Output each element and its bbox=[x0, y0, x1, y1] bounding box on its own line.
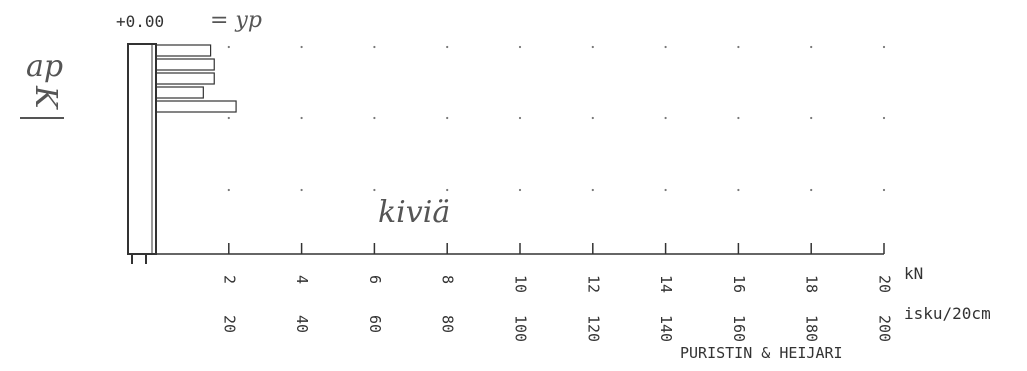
bar-2 bbox=[155, 72, 215, 85]
grid-dot-r0-1 bbox=[300, 45, 303, 49]
grid-dot-r2-5 bbox=[591, 188, 594, 192]
tick-label-kn-8: 18 bbox=[803, 275, 821, 293]
grid-dot-r2-9 bbox=[882, 188, 886, 192]
handwritten-note: kiviä bbox=[378, 195, 450, 230]
tick-label-kn-9: 20 bbox=[876, 275, 894, 293]
grid-dot-r2-8 bbox=[810, 188, 813, 192]
grid-dot-r1-2 bbox=[373, 116, 376, 120]
grid-dot-r2-6 bbox=[664, 188, 667, 192]
tick-label-kn-7: 16 bbox=[730, 275, 748, 293]
grid-dot-r2-3 bbox=[446, 188, 449, 192]
tick-label-isku-2: 60 bbox=[366, 315, 384, 333]
grid-dot-r1-5 bbox=[591, 116, 594, 120]
tick-label-isku-8: 180 bbox=[803, 315, 821, 342]
grid-dot-r0-4 bbox=[518, 45, 522, 49]
tick-label-isku-9: 200 bbox=[876, 315, 894, 342]
tick-label-isku-7: 160 bbox=[730, 315, 748, 342]
grid-dot-r2-4 bbox=[518, 188, 522, 192]
grid-dots bbox=[227, 45, 886, 192]
tick-label-isku-0: 20 bbox=[220, 315, 238, 333]
bar-4 bbox=[155, 100, 237, 113]
tick-label-isku-3: 80 bbox=[439, 315, 457, 333]
tick-label-isku-4: 100 bbox=[512, 315, 530, 342]
tick-label-kn-2: 6 bbox=[366, 275, 384, 284]
tick-label-isku-1: 40 bbox=[293, 315, 311, 333]
tick-labels-kn: 2 4 6 8 10 12 14 16 18 20 bbox=[220, 275, 893, 293]
grid-dot-r2-1 bbox=[300, 188, 303, 192]
grid-dot-r2-7 bbox=[737, 188, 740, 192]
tick-label-kn-4: 10 bbox=[512, 275, 530, 293]
grid-dot-r1-4 bbox=[518, 116, 522, 120]
sounding-column bbox=[127, 43, 157, 255]
grid-dot-r0-6 bbox=[664, 45, 667, 49]
grid-dot-r1-6 bbox=[664, 116, 667, 120]
tick-label-kn-0: 2 bbox=[220, 275, 238, 284]
bar-3 bbox=[155, 86, 204, 99]
grid-dot-r0-5 bbox=[591, 45, 594, 49]
top-level-label: +0.00 bbox=[116, 12, 164, 31]
grid-dot-r1-0 bbox=[227, 116, 230, 120]
grid-dot-r2-0 bbox=[227, 188, 230, 192]
tick-labels-isku: 20 40 60 80 100 120 140 160 180 200 bbox=[220, 315, 893, 342]
tick-label-kn-6: 14 bbox=[657, 275, 675, 293]
grid-dot-r1-1 bbox=[300, 116, 303, 120]
grid-dot-r1-3 bbox=[446, 116, 449, 120]
grid-dot-r0-8 bbox=[810, 45, 813, 49]
bar-1 bbox=[155, 58, 215, 71]
grid-dot-r0-9 bbox=[882, 45, 886, 49]
tick-label-kn-3: 8 bbox=[439, 275, 457, 284]
grid-dot-r0-2 bbox=[373, 45, 376, 49]
grid-dot-r0-7 bbox=[737, 45, 740, 49]
tick-label-isku-6: 140 bbox=[657, 315, 675, 342]
top-handwritten: = yp bbox=[210, 8, 262, 33]
grid-dot-r1-8 bbox=[810, 116, 813, 120]
tick-label-isku-5: 120 bbox=[584, 315, 602, 342]
grid-dot-r0-0 bbox=[227, 45, 230, 49]
side-mark-ap: ap bbox=[26, 49, 63, 84]
grid-dot-r1-7 bbox=[737, 116, 740, 120]
grid-dot-r2-2 bbox=[373, 188, 376, 192]
unit-isku: isku/20cm bbox=[904, 304, 991, 323]
bars-group bbox=[155, 44, 237, 113]
tick-label-kn-5: 12 bbox=[584, 275, 602, 293]
grid-dot-r1-9 bbox=[882, 116, 886, 120]
grid-dot-r0-3 bbox=[446, 45, 449, 49]
unit-kn: kN bbox=[904, 264, 923, 283]
footer-label: PURISTIN & HEIJARI bbox=[680, 344, 843, 362]
side-mark-k: K bbox=[28, 85, 63, 110]
x-axis-ticks bbox=[228, 243, 885, 254]
tick-label-kn-1: 4 bbox=[293, 275, 311, 284]
bar-0 bbox=[155, 44, 212, 57]
